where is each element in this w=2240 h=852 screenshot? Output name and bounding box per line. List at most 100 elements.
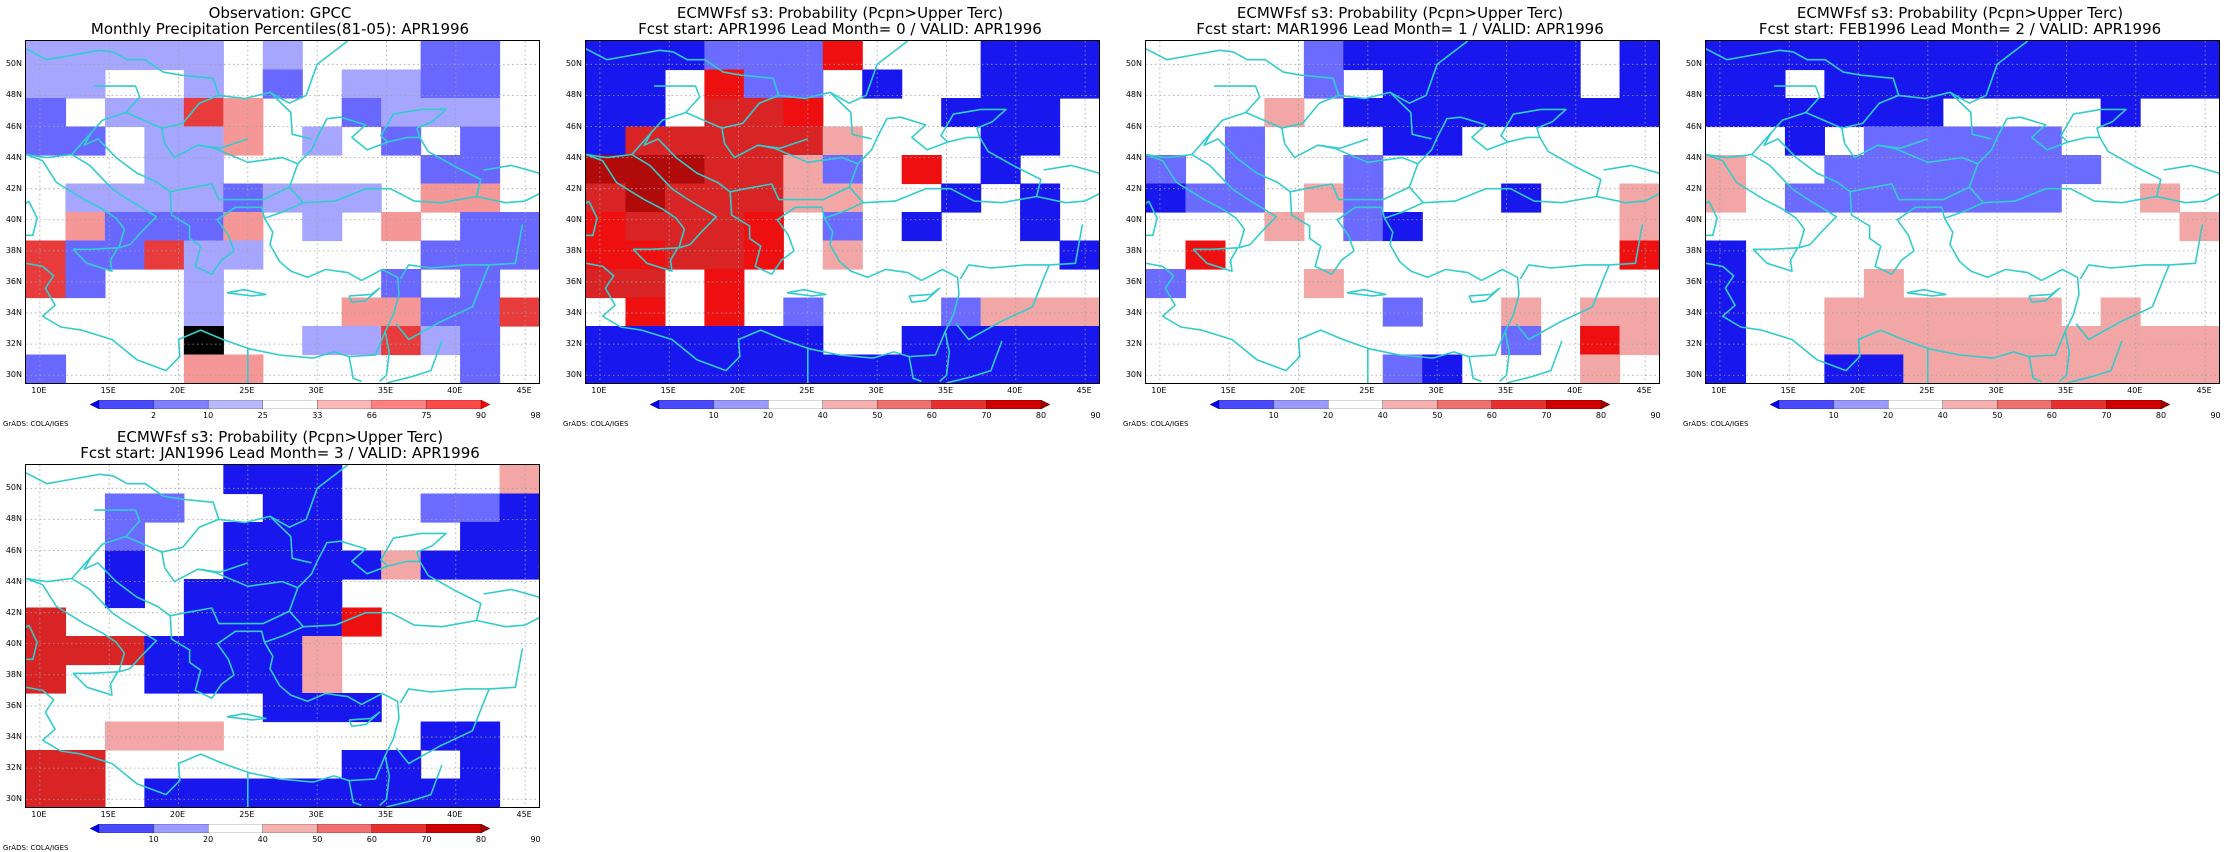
color-bar-label: 60 — [2046, 411, 2057, 420]
y-tick-label: 48N — [5, 90, 22, 100]
color-bar-swatch — [767, 400, 824, 409]
coastline — [26, 465, 349, 529]
coastline — [1706, 200, 1718, 237]
grid-cell — [65, 269, 106, 299]
grid-cell — [262, 493, 303, 523]
grid-cell — [1020, 98, 1061, 128]
x-tick-label: 45E — [516, 810, 532, 819]
coastline — [1346, 288, 1387, 297]
grid-cell — [26, 636, 67, 666]
grid-cell — [783, 297, 824, 327]
coastline — [386, 764, 443, 807]
grid-cell — [901, 155, 942, 185]
x-tick-label: 40E — [447, 386, 463, 395]
coastline — [685, 94, 779, 129]
coastline — [1317, 138, 1369, 150]
panel-title-line1: ECMWFsf s3: Probability (Pcpn>Upper Terc… — [116, 428, 444, 446]
coastline — [586, 116, 1042, 372]
color-bar-label: 10 — [708, 411, 719, 420]
grid-cell — [664, 354, 705, 383]
grid-cell — [704, 297, 745, 327]
color-bar-swatch — [317, 400, 373, 409]
coastline — [939, 331, 951, 382]
grid-cell — [586, 155, 627, 185]
coastline — [380, 532, 447, 567]
grid-cell — [381, 212, 422, 242]
grid-cell — [262, 41, 303, 71]
grid-cell — [1422, 41, 1463, 71]
grid-cell — [1619, 212, 1659, 242]
x-tick-label: 35E — [1497, 386, 1514, 395]
grid-cell — [822, 126, 863, 156]
coastline — [1146, 153, 1278, 249]
grid-cell — [460, 98, 501, 128]
coastline — [1290, 183, 1410, 201]
color-bar-swatch — [1887, 400, 1944, 409]
grid-cell — [1224, 126, 1265, 156]
grid-cell — [104, 41, 145, 71]
grid-cell — [420, 69, 461, 99]
color-bar-label: 33 — [312, 411, 323, 420]
grid-cell — [2100, 326, 2141, 356]
coastline — [1146, 41, 1469, 105]
grid-cell — [460, 69, 501, 99]
grid-cell — [104, 636, 145, 666]
grid-cell — [460, 126, 501, 156]
grid-cell — [499, 297, 539, 327]
grid-cell — [1020, 326, 1061, 356]
grid-cell — [743, 69, 784, 99]
grads-credit: GrADS: COLA/IGES — [3, 844, 69, 852]
grid-cell — [1303, 269, 1344, 299]
y-tick-label: 30N — [5, 794, 22, 804]
grid-cell — [1863, 126, 1904, 156]
grid-cell — [302, 522, 343, 552]
coastline — [348, 780, 362, 807]
grid-cell — [1619, 183, 1659, 213]
grid-cell — [1540, 98, 1581, 128]
color-bar-swatch — [650, 400, 660, 409]
grid-cell — [1146, 269, 1187, 299]
color-bar-label: 40 — [1937, 411, 1948, 420]
grid-cell — [2179, 354, 2219, 383]
color-bar-label: 66 — [366, 411, 377, 420]
x-tick-label: 15E — [100, 386, 116, 395]
grid-cell — [1942, 297, 1983, 327]
grid-cell — [1903, 41, 1944, 71]
y-tick-label: 38N — [565, 245, 582, 255]
coastline — [170, 183, 290, 201]
grid-cell — [743, 126, 784, 156]
grid-cell — [1706, 326, 1747, 356]
coastline — [2066, 340, 2123, 383]
coastline — [757, 138, 809, 150]
grid-cell — [1706, 297, 1747, 327]
grid-cell — [2140, 69, 2181, 99]
grid-cell — [1942, 354, 1983, 383]
grid-cell — [381, 269, 422, 299]
y-tick-label: 42N — [565, 183, 582, 193]
map-canvas — [1706, 41, 2219, 383]
y-tick-label: 40N — [5, 214, 22, 224]
grid-cell — [65, 126, 106, 156]
grid-cell — [1059, 41, 1099, 71]
grid-cell — [625, 69, 666, 99]
color-bar-label: 75 — [421, 411, 432, 420]
grid-cell — [1580, 98, 1621, 128]
grid-cell — [460, 326, 501, 356]
color-bar-label: 20 — [1883, 411, 1894, 420]
grid-cell — [2021, 69, 2062, 99]
coastline — [586, 41, 909, 105]
grid-cell — [183, 778, 224, 807]
grid-cell — [783, 183, 824, 213]
map-canvas — [26, 465, 539, 807]
grid-cell — [183, 69, 224, 99]
grid-cell — [2140, 354, 2181, 383]
y-tick-label: 50N — [1125, 59, 1142, 69]
grid-cell — [341, 778, 382, 807]
grid-cell — [980, 41, 1021, 71]
coastline — [72, 247, 119, 272]
x-tick-label: 40E — [1567, 386, 1583, 395]
grid-cell — [420, 41, 461, 71]
grid-cell — [262, 522, 303, 552]
coastline — [90, 509, 141, 558]
color-bar-swatch — [90, 400, 100, 409]
